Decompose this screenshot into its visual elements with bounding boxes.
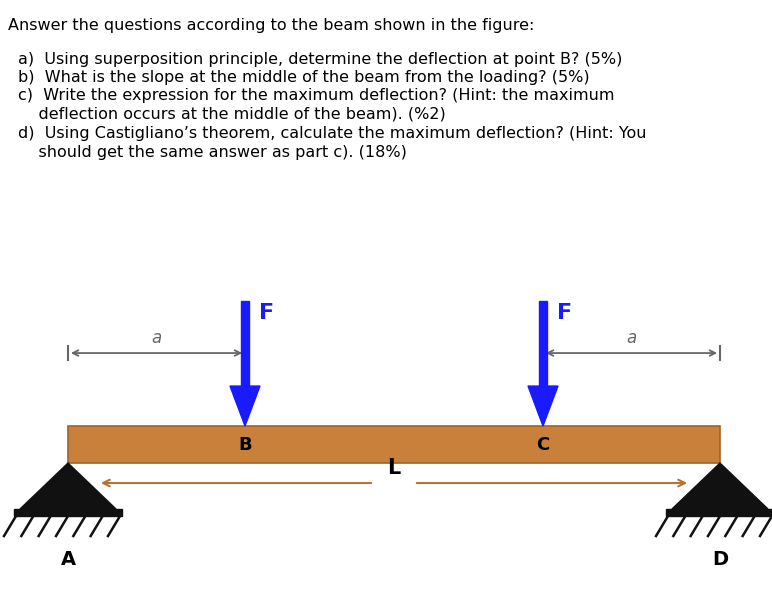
Bar — [14, 509, 122, 516]
Text: F: F — [259, 303, 274, 323]
Polygon shape — [230, 386, 260, 426]
Text: a)  Using superposition principle, determine the deflection at point B? (5%): a) Using superposition principle, determ… — [18, 52, 622, 67]
Polygon shape — [20, 463, 116, 509]
Text: a: a — [626, 329, 637, 347]
Bar — [68, 426, 720, 463]
Text: a: a — [151, 329, 161, 347]
Text: d)  Using Castigliano’s theorem, calculate the maximum deflection? (Hint: You: d) Using Castigliano’s theorem, calculat… — [18, 126, 646, 142]
Text: B: B — [239, 436, 252, 453]
Bar — [539, 301, 547, 386]
Text: should get the same answer as part c). (18%): should get the same answer as part c). (… — [18, 145, 407, 159]
Text: A: A — [60, 550, 76, 569]
Polygon shape — [672, 463, 768, 509]
Text: b)  What is the slope at the middle of the beam from the loading? (5%): b) What is the slope at the middle of th… — [18, 70, 590, 86]
Text: c)  Write the expression for the maximum deflection? (Hint: the maximum: c) Write the expression for the maximum … — [18, 89, 615, 103]
Text: F: F — [557, 303, 572, 323]
Text: D: D — [712, 550, 728, 569]
Text: C: C — [537, 436, 550, 453]
Text: deflection occurs at the middle of the beam). (%2): deflection occurs at the middle of the b… — [18, 106, 445, 122]
Text: L: L — [388, 458, 401, 478]
Bar — [241, 301, 249, 386]
Polygon shape — [528, 386, 558, 426]
Bar — [666, 509, 772, 516]
Text: Answer the questions according to the beam shown in the figure:: Answer the questions according to the be… — [8, 18, 534, 33]
